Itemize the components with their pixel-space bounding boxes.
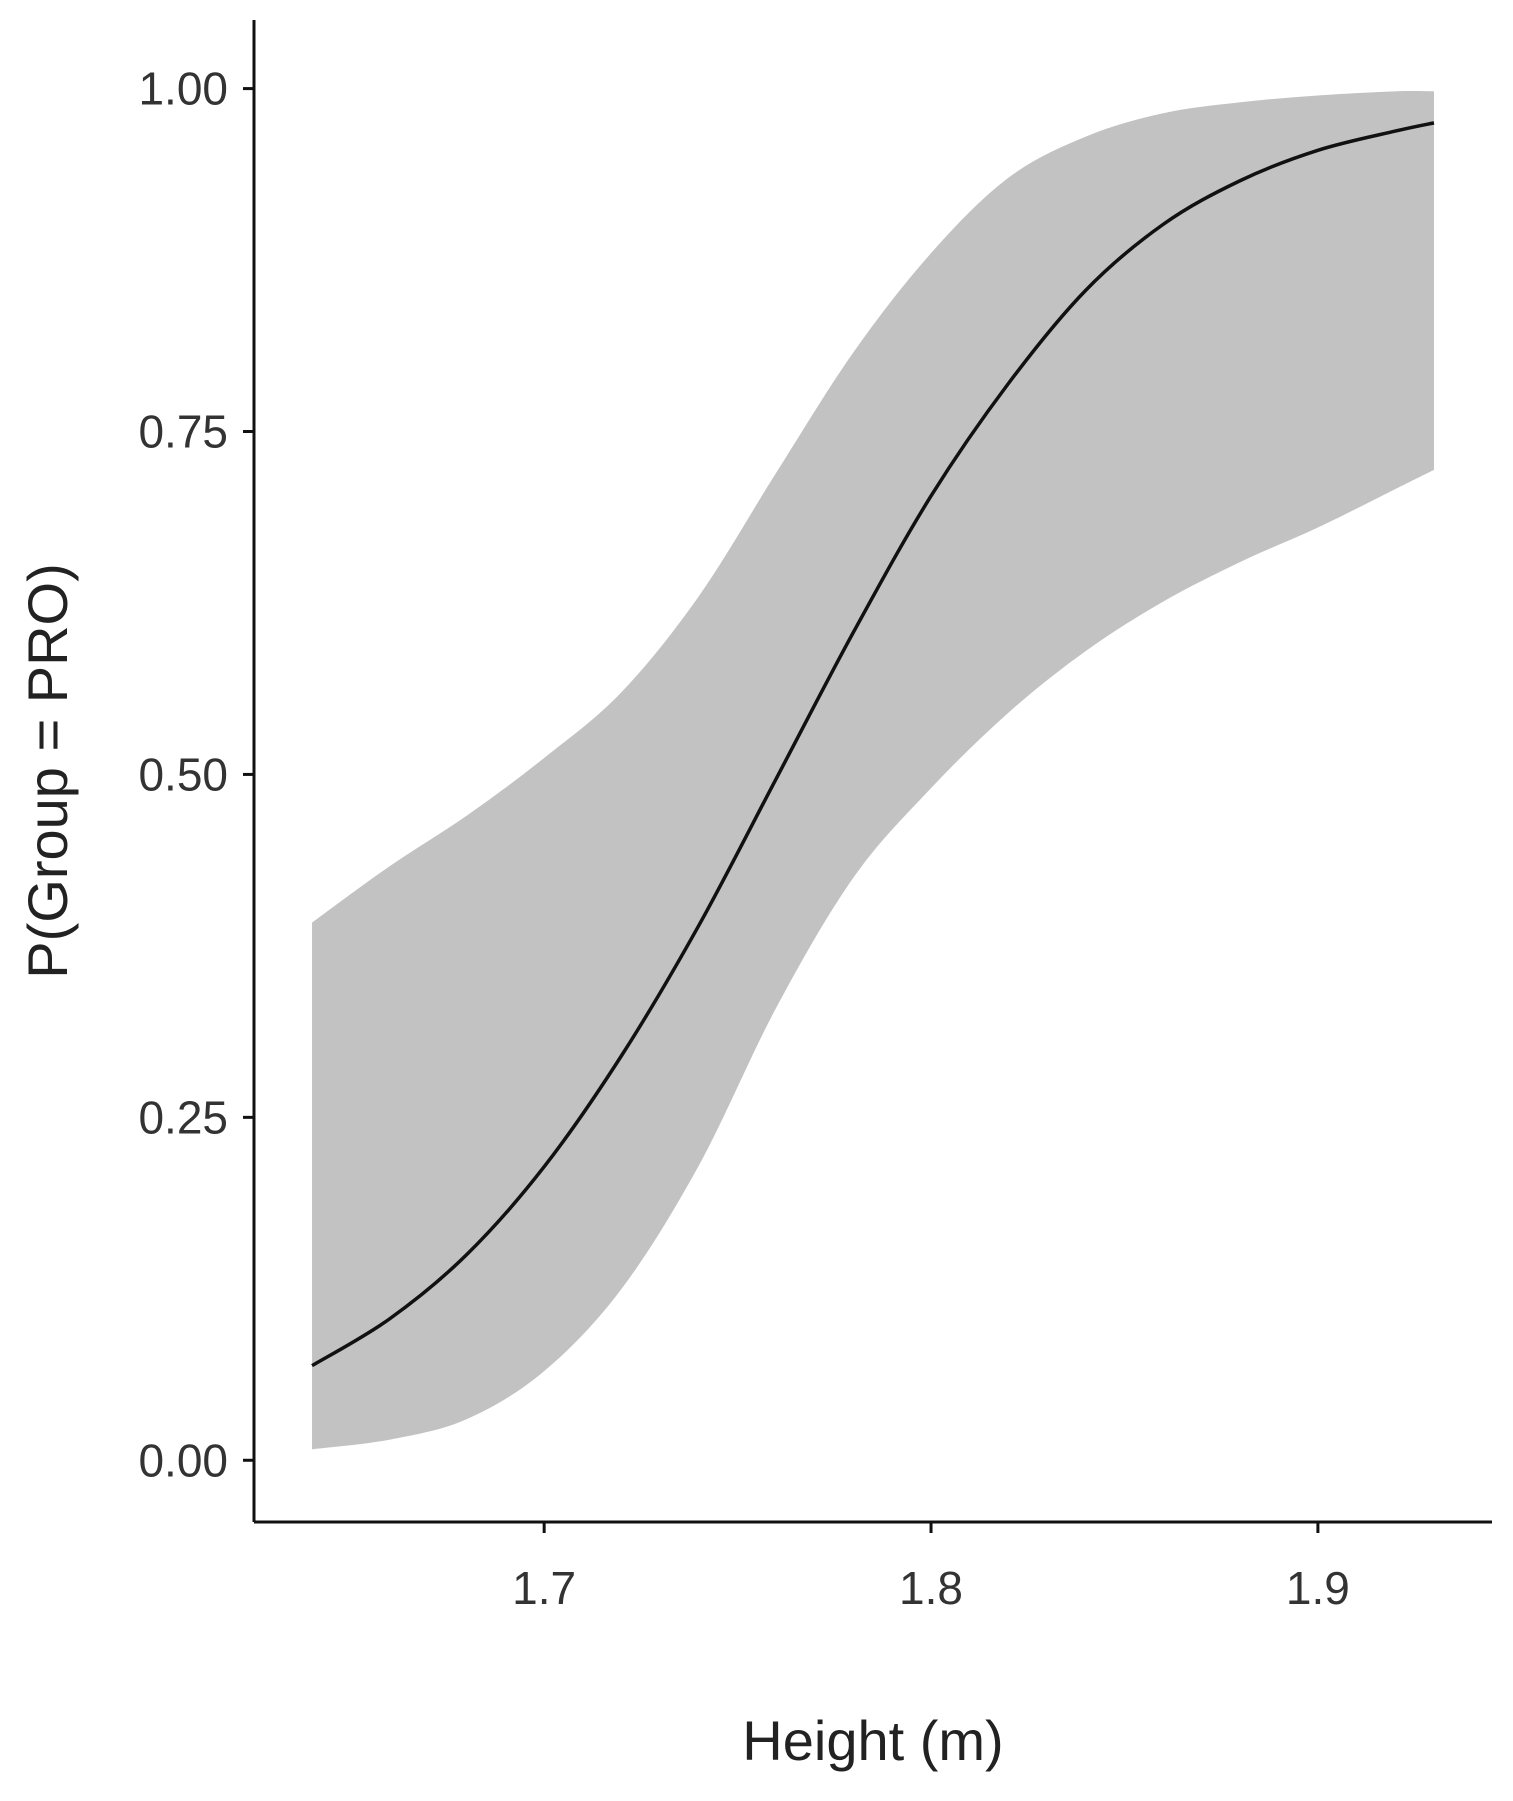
y-tick-label: 0.00 xyxy=(138,1434,228,1486)
y-tick-label: 0.25 xyxy=(138,1091,228,1143)
x-axis-title: Height (m) xyxy=(742,1709,1003,1772)
x-tick-label: 1.7 xyxy=(512,1562,576,1614)
y-tick-label: 1.00 xyxy=(138,63,228,115)
y-tick-label: 0.50 xyxy=(138,748,228,800)
confidence-band-layer xyxy=(312,91,1434,1450)
fit-line xyxy=(311,121,1435,1368)
axes xyxy=(252,20,1492,1524)
fit-line-layer xyxy=(311,121,1435,1368)
y-tick-label: 0.75 xyxy=(138,406,228,458)
y-axis-title: P(Group = PRO) xyxy=(16,563,79,978)
x-tick-label: 1.8 xyxy=(899,1562,963,1614)
ticks: 0.00 0.25 0.50 0.75 1.00 1.7 1.8 1.9 xyxy=(138,63,1349,1614)
confidence-band xyxy=(312,91,1434,1450)
x-tick-label: 1.9 xyxy=(1286,1562,1350,1614)
